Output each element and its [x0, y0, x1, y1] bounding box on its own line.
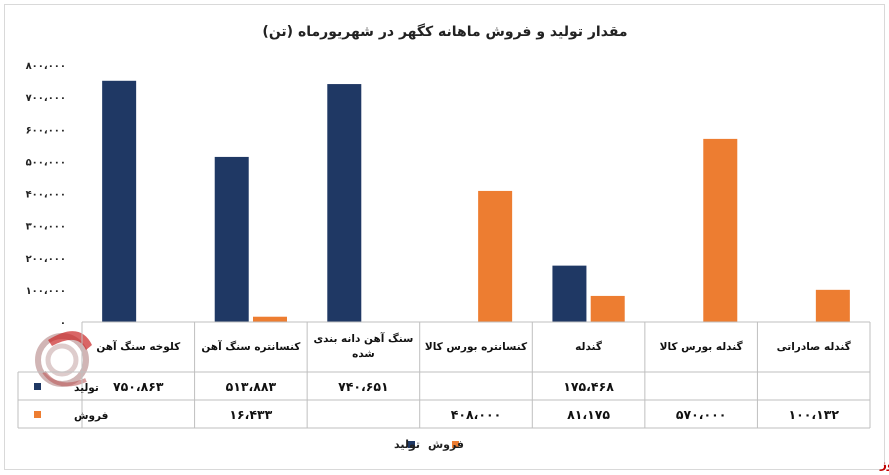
bars-group [102, 80, 850, 323]
category-label: کنسانتره بورس کالا [425, 341, 528, 353]
data-table: کلوخه سنگ آهن کنسانتره سنگ آهن سنگ آهن دان… [17, 321, 871, 429]
y-tick-label: ۷۰۰،۰۰۰ [26, 93, 66, 104]
category-label: سنگ آهن دانه بندی شده [313, 332, 413, 360]
legend-swatch [408, 441, 415, 448]
boursenews-logo-icon [35, 331, 92, 387]
bar-sales [252, 316, 287, 322]
y-tick-label: ۲۰۰،۰۰۰ [26, 254, 66, 265]
y-axis: ۰ ۱۰۰،۰۰۰ ۲۰۰،۰۰۰ ۳۰۰،۰۰۰ ۴۰۰،۰۰۰ ۵۰۰،۰۰۰ ۶۰۰،… [26, 61, 66, 329]
category-label: گندله [575, 340, 603, 353]
table-cell-value: ۵۱۳،۸۸۳ [226, 379, 277, 394]
category-label: گندله بورس کالا [660, 340, 744, 353]
table-series-name: تولید [74, 382, 99, 394]
bar-production [327, 84, 362, 323]
table-cell-value: ۱۷۵،۴۶۸ [563, 379, 614, 394]
y-tick-label: ۳۰۰،۰۰۰ [26, 222, 66, 233]
y-tick-label: ۱۰۰،۰۰۰ [26, 286, 66, 297]
y-tick-label: ۸۰۰،۰۰۰ [26, 61, 66, 72]
legend-label: تولید [394, 438, 420, 451]
watermark-text: بورس نیوز [879, 457, 889, 472]
table-cell-value: ۱۶،۴۳۳ [229, 407, 272, 422]
table-legend-key [34, 383, 41, 390]
y-tick-label: ۰ [60, 318, 66, 329]
bar-sales [590, 295, 625, 322]
category-label: کلوخه سنگ آهن [96, 340, 181, 353]
table-cell-value: ۷۴۰،۶۵۱ [338, 379, 389, 394]
bar-production [552, 265, 587, 322]
y-tick-label: ۶۰۰،۰۰۰ [26, 125, 66, 136]
table-cell-value: ۵۷۰،۰۰۰ [676, 407, 727, 422]
legend-label: فروش [428, 438, 464, 451]
y-tick-label: ۵۰۰،۰۰۰ [26, 157, 66, 168]
table-series-name: فروش [74, 410, 109, 422]
category-label: گندله صادراتی [777, 340, 852, 353]
table-cell-value: ۱۰۰،۱۳۲ [788, 407, 839, 422]
y-tick-label: ۴۰۰،۰۰۰ [26, 190, 66, 201]
bar-production [102, 80, 137, 322]
table-cell-value: ۴۰۸،۰۰۰ [451, 407, 502, 422]
bar-production [214, 156, 249, 322]
legend-swatch [452, 441, 459, 448]
legend: تولید فروش [394, 438, 464, 451]
bar-sales [478, 190, 513, 322]
chart-title: مقدار تولید و فروش ماهانه کگهر در شهریور… [262, 23, 627, 40]
table-cell-value: ۷۵۰،۸۶۳ [113, 379, 164, 394]
table-legend-key [34, 411, 41, 418]
bar-sales [815, 289, 850, 322]
category-label: کنسانتره سنگ آهن [201, 340, 301, 353]
chart-frame [4, 4, 885, 470]
bar-sales [703, 138, 738, 322]
table-cell-value: ۸۱،۱۷۵ [567, 407, 610, 422]
